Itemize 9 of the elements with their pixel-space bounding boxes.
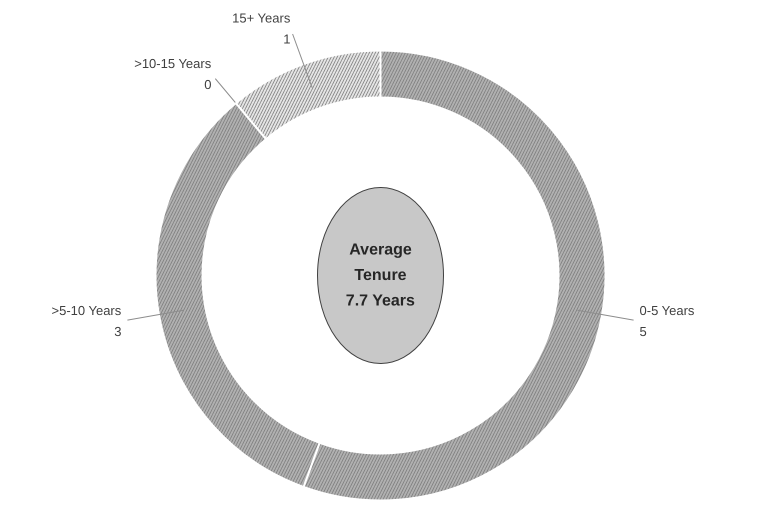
data-label: 5 bbox=[640, 324, 647, 340]
text: 0 bbox=[204, 77, 212, 92]
data-label: 3 bbox=[114, 324, 122, 340]
slice-label: >5-10 Years bbox=[52, 303, 122, 318]
category-label: >10-15 Years bbox=[134, 56, 212, 72]
slice-label: 15+ Years bbox=[232, 10, 291, 26]
slice-label: 0-5 Years bbox=[640, 303, 695, 318]
text: Average Tenure 7.7 Years bbox=[346, 242, 416, 310]
data-label: 1 bbox=[283, 31, 291, 46]
